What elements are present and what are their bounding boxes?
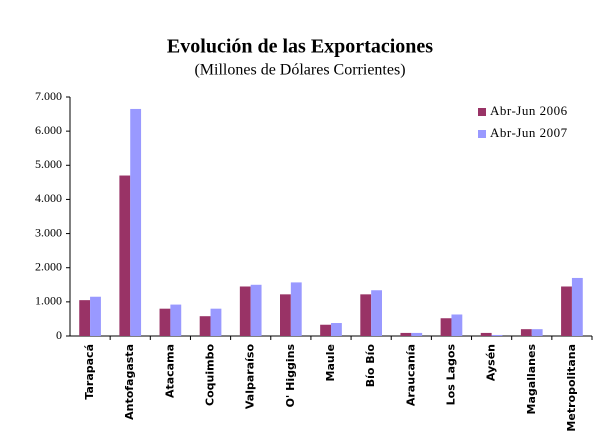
bar (451, 314, 463, 336)
bar (159, 308, 171, 336)
bar (239, 286, 251, 336)
x-tick-label: Araucanía (404, 344, 417, 406)
y-tick-label: 7.000 (35, 89, 62, 103)
legend-swatch (478, 130, 486, 138)
x-tick-label: O' Higgins (284, 344, 297, 408)
bar (250, 284, 262, 336)
x-tick-label: Magallanes (525, 344, 538, 415)
x-tick-label: Bío Bío (364, 344, 377, 388)
chart-subtitle: (Millones de Dólares Corrientes) (194, 62, 405, 79)
bar (531, 329, 543, 336)
bar (90, 296, 101, 336)
legend-swatch (478, 108, 486, 116)
bar (561, 286, 572, 336)
bar (331, 323, 342, 336)
bar (400, 332, 412, 336)
y-tick-label: 4.000 (35, 191, 62, 205)
bar (210, 308, 222, 336)
bar (290, 282, 302, 336)
bar (320, 324, 331, 336)
bar (491, 334, 503, 336)
x-tick-label: Antofagasta (123, 344, 136, 420)
x-tick-label: Atacama (163, 344, 176, 398)
bar (571, 277, 583, 336)
bar (199, 316, 211, 336)
bar (520, 329, 532, 336)
y-tick-label: 2.000 (35, 259, 62, 273)
y-tick-label: 5.000 (35, 157, 62, 171)
bar (130, 108, 142, 336)
chart-title: Evolución de las Exportaciones (167, 36, 433, 58)
bar (170, 304, 182, 336)
bar (79, 300, 91, 336)
bar (119, 175, 131, 336)
x-tick-label: Los Lagos (444, 344, 457, 406)
x-tick-label: Aysén (485, 344, 498, 381)
y-tick-label: 6.000 (35, 123, 62, 137)
y-tick-label: 0 (56, 328, 62, 342)
bar (440, 318, 452, 336)
x-tick-label: Valparaíso (244, 344, 257, 410)
y-tick-label: 3.000 (35, 225, 62, 239)
bar (360, 294, 372, 336)
x-tick-label: Tarapacá (83, 344, 96, 400)
x-tick-label: Metropolitana (565, 344, 578, 432)
bar (371, 290, 382, 336)
bar (480, 332, 492, 336)
x-tick-label: Coquimbo (204, 344, 217, 406)
x-tick-label: Maule (324, 344, 337, 381)
bar (411, 332, 423, 336)
y-tick-label: 1.000 (35, 294, 62, 308)
legend-label: Abr-Jun 2006 (490, 103, 568, 118)
bar (280, 294, 291, 336)
legend-label: Abr-Jun 2007 (490, 125, 568, 140)
